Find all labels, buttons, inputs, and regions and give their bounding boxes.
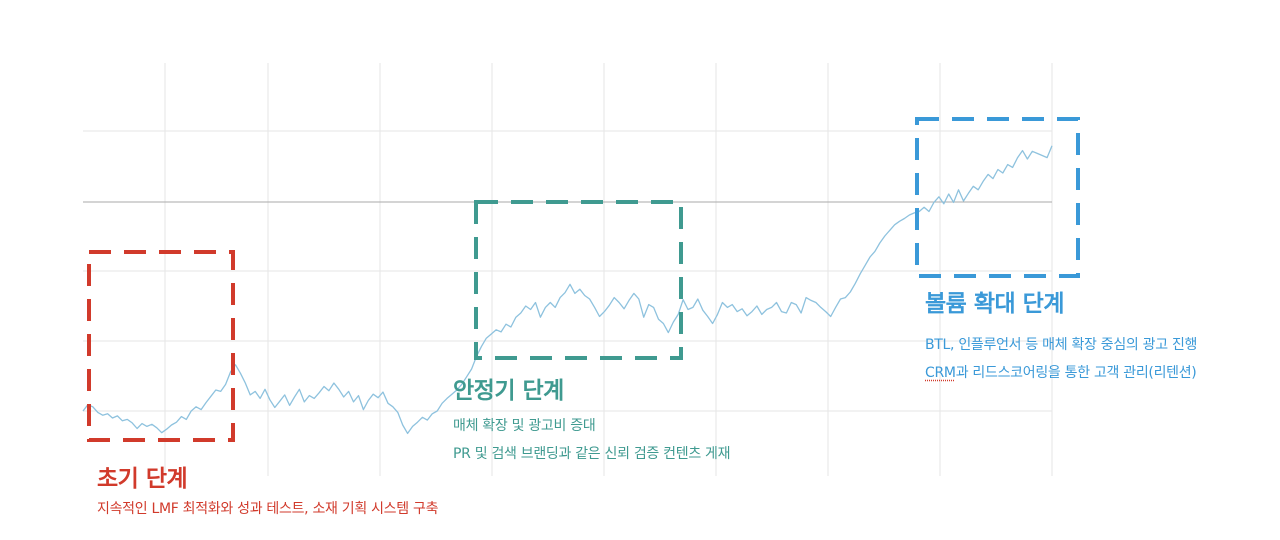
early-phase-desc: 지속적인 LMF 최적화와 성과 테스트, 소재 기획 시스템 구축 [97, 501, 439, 517]
expansion-phase-title: 볼륨 확대 단계 [925, 291, 1064, 317]
stable-phase-desc-1: 매체 확장 및 광고비 증대 [453, 418, 596, 434]
grid [83, 63, 1053, 476]
stable-phase-desc-2: PR 및 검색 브랜딩과 같은 신뢰 검증 컨텐츠 게재 [453, 446, 731, 462]
crm-rest: 과 리드스코어링을 통한 고객 관리(리텐션) [955, 365, 1197, 381]
expansion-phase-desc-2: CRM과 리드스코어링을 통한 고객 관리(리텐션) [925, 361, 1197, 385]
early-phase-box [87, 250, 235, 442]
expansion-phase-desc-1: BTL, 인플루언서 등 매체 확장 중심의 광고 진행 [925, 337, 1198, 353]
early-phase-title: 초기 단계 [97, 466, 188, 492]
stable-phase-title: 안정기 단계 [453, 378, 564, 404]
expansion-phase-box [915, 117, 1080, 278]
crm-term: CRM [925, 365, 956, 381]
series-line [82, 145, 1053, 435]
stable-phase-box [474, 200, 683, 360]
